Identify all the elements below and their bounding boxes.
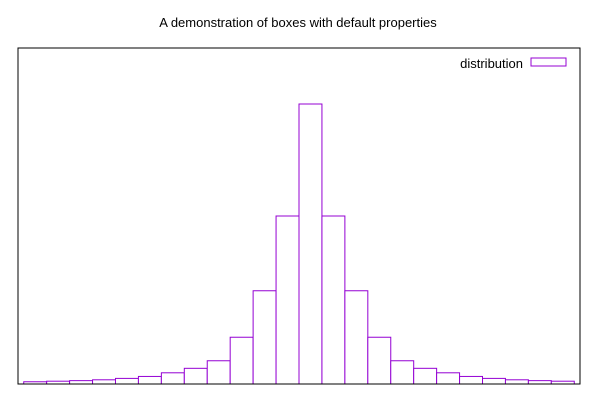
bar-8 — [459, 375, 484, 385]
bar-0 — [275, 215, 300, 385]
bar-2 — [321, 215, 346, 385]
bar-9 — [482, 377, 506, 385]
bar--3 — [206, 360, 231, 385]
bar-10 — [504, 379, 529, 385]
bar-5 — [390, 360, 415, 385]
bar--5 — [160, 372, 185, 385]
legend: distribution — [460, 56, 567, 71]
bar--7 — [114, 377, 139, 385]
bar-1 — [298, 103, 323, 385]
legend-label-distribution: distribution — [460, 56, 523, 71]
bar-6 — [413, 367, 438, 385]
bar-series-distribution — [23, 103, 575, 385]
plot-frame — [17, 47, 581, 385]
bar--6 — [137, 375, 162, 385]
bar-3 — [344, 290, 369, 385]
bar--4 — [183, 367, 208, 385]
bar--1 — [252, 290, 277, 385]
legend-swatch-distribution — [530, 57, 567, 67]
bar--9 — [69, 380, 94, 385]
bar-4 — [367, 336, 392, 385]
bar-11 — [527, 380, 552, 385]
bar--2 — [229, 336, 254, 385]
chart-title: A demonstration of boxes with default pr… — [159, 15, 437, 30]
bar--8 — [92, 379, 116, 385]
bar-7 — [436, 372, 461, 385]
